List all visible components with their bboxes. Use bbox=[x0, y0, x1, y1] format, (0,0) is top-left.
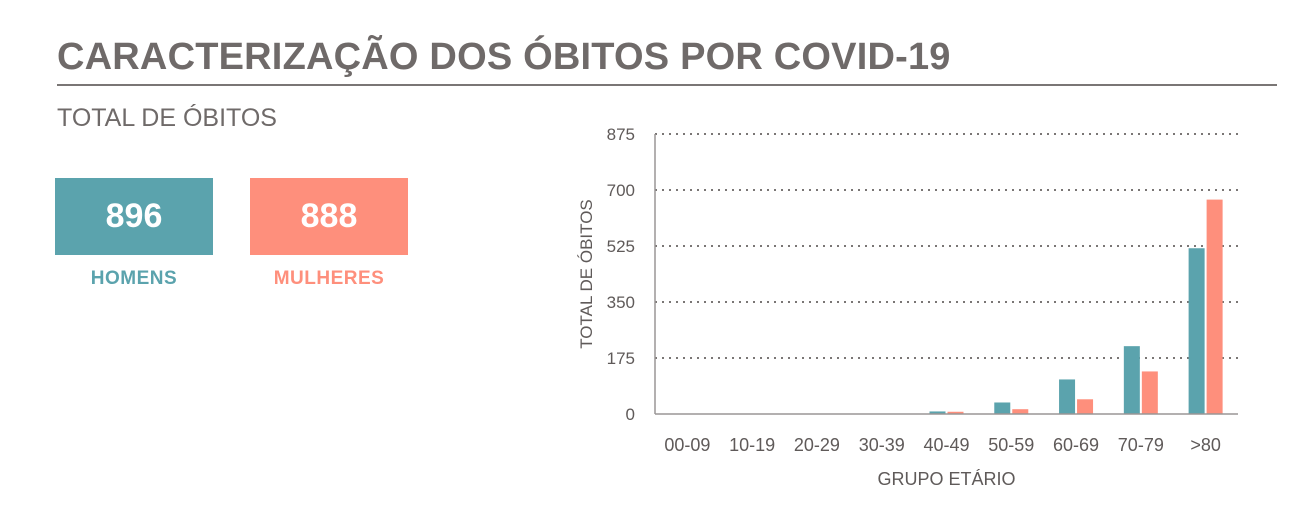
women-total-card: 888 bbox=[250, 178, 408, 255]
y-tick-label: 0 bbox=[626, 405, 635, 424]
bar-men-4 bbox=[929, 411, 946, 414]
y-tick-label: 875 bbox=[607, 125, 635, 144]
x-tick-label: 30-39 bbox=[859, 435, 905, 455]
women-total-label: MULHERES bbox=[273, 268, 385, 289]
x-tick-label: 50-59 bbox=[988, 435, 1034, 455]
section-subtitle: TOTAL DE ÓBITOS bbox=[57, 104, 277, 132]
y-tick-label: 525 bbox=[607, 237, 635, 256]
bar-women-5 bbox=[1012, 409, 1029, 414]
page-title: CARACTERIZAÇÃO DOS ÓBITOS POR COVID-19 bbox=[57, 36, 951, 78]
bar-women-7 bbox=[1141, 371, 1158, 414]
bar-men-5 bbox=[994, 402, 1011, 414]
title-divider bbox=[57, 84, 1277, 86]
x-tick-label: 70-79 bbox=[1118, 435, 1164, 455]
x-tick-label: 60-69 bbox=[1053, 435, 1099, 455]
y-tick-label: 350 bbox=[607, 293, 635, 312]
y-tick-label: 175 bbox=[607, 349, 635, 368]
men-total-label: HOMENS bbox=[90, 268, 178, 289]
women-total-value: 888 bbox=[300, 197, 358, 235]
x-tick-label: 20-29 bbox=[794, 435, 840, 455]
x-tick-label: 10-19 bbox=[729, 435, 775, 455]
bar-women-8 bbox=[1206, 199, 1223, 414]
chart-bars bbox=[864, 199, 1223, 414]
x-axis-ticks: 00-09 10-19 20-29 30-39 40-49 50-59 60-69 70-79… bbox=[664, 435, 1221, 455]
y-tick-label: 700 bbox=[607, 181, 635, 200]
x-tick-label: 40-49 bbox=[923, 435, 969, 455]
x-tick-label: 00-09 bbox=[664, 435, 710, 455]
men-total-card: 896 bbox=[55, 178, 213, 255]
bar-women-4 bbox=[947, 411, 964, 414]
bar-men-6 bbox=[1059, 379, 1076, 414]
bar-women-6 bbox=[1077, 399, 1094, 414]
bar-men-8 bbox=[1188, 248, 1205, 414]
chart-gridlines bbox=[655, 133, 1238, 359]
y-axis-title: TOTAL DE ÓBITOS bbox=[577, 199, 596, 349]
bar-men-7 bbox=[1123, 346, 1140, 414]
x-axis-title: GRUPO ETÁRIO bbox=[877, 469, 1015, 489]
x-tick-label: >80 bbox=[1190, 435, 1221, 455]
y-axis-ticks: 0 175 350 525 700 875 bbox=[607, 125, 635, 424]
men-total-value: 896 bbox=[105, 197, 163, 235]
